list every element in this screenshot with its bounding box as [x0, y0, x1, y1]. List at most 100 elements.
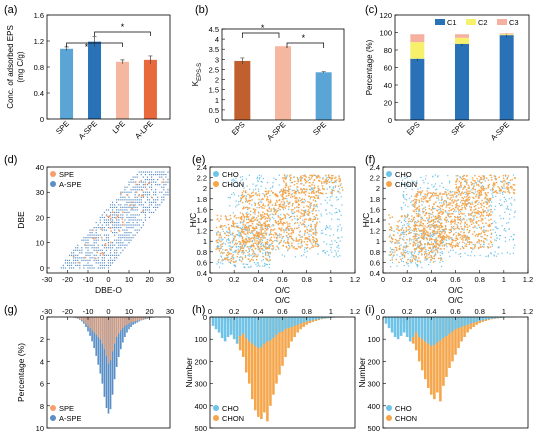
data-point [134, 181, 137, 183]
data-point [298, 239, 300, 241]
data-point [417, 246, 419, 248]
data-point [405, 216, 407, 218]
data-point [241, 258, 244, 260]
data-point [340, 229, 342, 231]
data-point [159, 204, 161, 206]
data-point [283, 197, 285, 200]
data-point [406, 184, 408, 186]
data-point [457, 187, 459, 189]
data-point [254, 204, 257, 207]
data-point [280, 201, 283, 203]
data-point [227, 234, 230, 237]
data-point [257, 246, 260, 248]
data-point [247, 225, 249, 228]
y-tick-label: 2 [203, 184, 207, 193]
data-point [269, 252, 271, 254]
data-point [494, 190, 497, 193]
data-point [432, 175, 434, 177]
data-point [445, 211, 447, 213]
data-point [438, 208, 440, 211]
data-point [236, 204, 238, 206]
data-point [142, 204, 144, 206]
data-point [396, 240, 398, 242]
data-point [217, 245, 219, 248]
data-point [280, 205, 283, 208]
data-point [248, 207, 251, 209]
data-point [504, 211, 506, 213]
data-point [483, 237, 485, 240]
data-point [71, 264, 73, 267]
data-point [146, 199, 149, 201]
data-point [81, 239, 83, 241]
data-point [103, 211, 105, 214]
data-point [287, 242, 290, 244]
data-point [260, 199, 262, 201]
data-point [329, 177, 331, 179]
data-point [282, 236, 285, 238]
data-point [504, 191, 506, 193]
data-point [317, 243, 319, 245]
data-point [232, 258, 234, 260]
data-point [222, 225, 224, 227]
data-point [251, 192, 253, 195]
data-point [474, 246, 476, 248]
data-point [511, 187, 513, 190]
data-point [490, 205, 493, 207]
data-point [418, 212, 420, 215]
data-point [415, 193, 418, 195]
bar-SPE [60, 48, 74, 119]
data-point [240, 197, 243, 200]
data-point [473, 211, 476, 214]
data-point [241, 194, 244, 196]
data-point [253, 245, 255, 247]
data-point [416, 198, 418, 201]
x-tick-label: 30 [166, 307, 174, 316]
data-point [161, 173, 163, 176]
data-point [451, 194, 453, 197]
data-point [498, 187, 501, 189]
data-point [409, 232, 412, 234]
data-point [253, 253, 255, 255]
data-point [329, 185, 331, 188]
data-point [487, 187, 489, 189]
data-point [414, 249, 416, 251]
data-point [231, 225, 233, 228]
data-point [484, 230, 486, 232]
data-point [308, 185, 310, 187]
data-point [163, 189, 165, 191]
data-point [103, 239, 105, 241]
data-point [257, 232, 259, 234]
data-point [251, 204, 253, 206]
data-point [241, 237, 244, 240]
data-point [265, 242, 268, 245]
x-tick-label: 0.4 [426, 307, 436, 316]
bar-CHON [287, 317, 290, 349]
data-point [142, 186, 144, 188]
data-point [480, 202, 482, 205]
data-point [81, 259, 83, 261]
data-point [437, 246, 439, 249]
data-point [315, 216, 317, 219]
data-point [337, 245, 339, 247]
data-point [107, 237, 110, 239]
data-point [286, 174, 288, 176]
data-point [480, 185, 483, 188]
data-point [472, 243, 474, 246]
data-point [430, 241, 433, 243]
data-point [309, 211, 311, 213]
data-point [122, 199, 124, 201]
data-point [399, 255, 401, 258]
data-point [330, 179, 333, 181]
data-point [490, 174, 492, 176]
y-tick-label: 0 [376, 313, 380, 322]
data-point [458, 205, 460, 208]
data-point [254, 242, 257, 244]
data-point [222, 253, 224, 255]
data-point [310, 230, 312, 232]
data-point [305, 243, 307, 246]
data-point [433, 195, 435, 197]
data-point [334, 212, 336, 214]
data-point [286, 184, 288, 187]
data-point [312, 181, 314, 184]
data-point [415, 194, 418, 196]
